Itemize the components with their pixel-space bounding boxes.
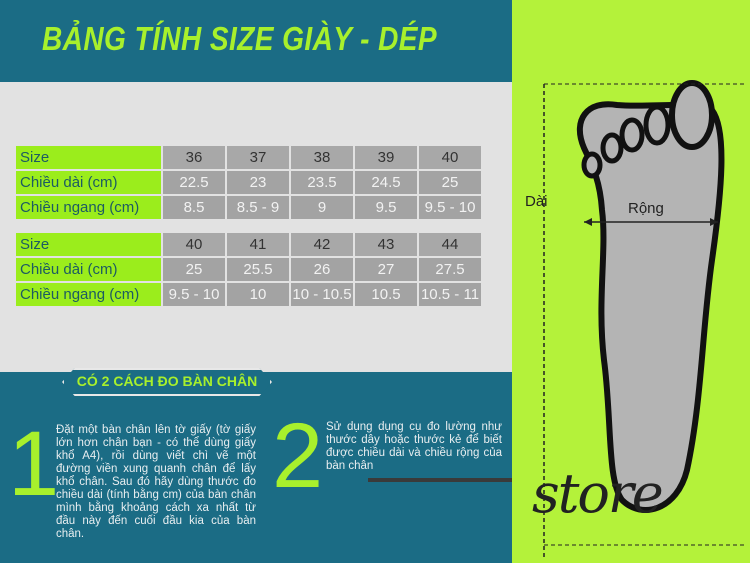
row-label: Chiều ngang (cm): [16, 283, 161, 306]
table-row: Chiều dài (cm) 22.5 23 23.5 24.5 25: [16, 171, 481, 194]
foot-diagram-panel: [512, 0, 750, 563]
toe-4: [600, 132, 624, 164]
cell: 40: [163, 233, 225, 256]
methods-title-badge: [62, 368, 272, 396]
header-band: [0, 0, 512, 82]
cell: 10: [227, 283, 289, 306]
cell: 10.5 - 11: [419, 283, 481, 306]
store-logo: store: [532, 462, 664, 525]
cell: 38: [291, 146, 353, 169]
cell: 27.5: [419, 258, 481, 281]
methods-panel: [0, 372, 512, 563]
cell: 44: [419, 233, 481, 256]
cell: 23: [227, 171, 289, 194]
foot-diagram: [543, 80, 744, 560]
cell: 27: [355, 258, 417, 281]
cell: 25: [163, 258, 225, 281]
cell: 25.5: [227, 258, 289, 281]
row-label: Chiều ngang (cm): [16, 196, 161, 219]
cell: 41: [227, 233, 289, 256]
cell: 9.5: [355, 196, 417, 219]
table-row: Chiều dài (cm) 25 25.5 26 27 27.5: [16, 258, 481, 281]
toe-2: [643, 104, 671, 146]
cell: 24.5: [355, 171, 417, 194]
row-label: Chiều dài (cm): [16, 171, 161, 194]
cell: 40: [419, 146, 481, 169]
cell: 9.5 - 10: [163, 283, 225, 306]
cell: 42: [291, 233, 353, 256]
size-table-2: Size 40 41 42 43 44 Chiều dài (cm) 25 25.5 26 2…: [14, 231, 483, 308]
width-label: Rộng: [628, 200, 664, 217]
method-2-number: 2: [272, 405, 324, 507]
cell: 39: [355, 146, 417, 169]
cell: 9.5 - 10: [419, 196, 481, 219]
cell: 8.5: [163, 196, 225, 219]
table-area: [0, 82, 512, 372]
cell: 22.5: [163, 171, 225, 194]
big-toe: [669, 80, 715, 150]
toe-5: [581, 151, 603, 179]
cell: 43: [355, 233, 417, 256]
size-table-1: Size 36 37 38 39 40 Chiều dài (cm) 22.5 23 23.…: [14, 144, 483, 221]
method-2-text: Sử dụng dụng cụ đo lường như thước dây h…: [326, 421, 502, 472]
table-row: Size 36 37 38 39 40: [16, 146, 481, 169]
cell: 26: [291, 258, 353, 281]
table-row: Size 40 41 42 43 44: [16, 233, 481, 256]
page-title: BẢNG TÍNH SIZE GIÀY - DÉP: [42, 20, 438, 57]
overlay-box: [368, 478, 524, 530]
length-label: Dài: [525, 193, 548, 210]
method-1-text: Đặt một bàn chân lên tờ giấy (tờ giấy lớ…: [56, 424, 256, 540]
table-row: Chiều ngang (cm) 8.5 8.5 - 9 9 9.5 9.5 - 10: [16, 196, 481, 219]
cell: 10.5: [355, 283, 417, 306]
cell: 25: [419, 171, 481, 194]
cell: 8.5 - 9: [227, 196, 289, 219]
methods-title: CÓ 2 CÁCH ĐO BÀN CHÂN: [76, 373, 258, 389]
cell: 36: [163, 146, 225, 169]
row-label: Size: [16, 233, 161, 256]
table-row: Chiều ngang (cm) 9.5 - 10 10 10 - 10.5 10.5…: [16, 283, 481, 306]
toe-3: [619, 117, 645, 153]
cell: 37: [227, 146, 289, 169]
cell: 9: [291, 196, 353, 219]
method-1-number: 1: [8, 413, 60, 515]
cell: 10 - 10.5: [291, 283, 353, 306]
row-label: Size: [16, 146, 161, 169]
cell: 23.5: [291, 171, 353, 194]
row-label: Chiều dài (cm): [16, 258, 161, 281]
